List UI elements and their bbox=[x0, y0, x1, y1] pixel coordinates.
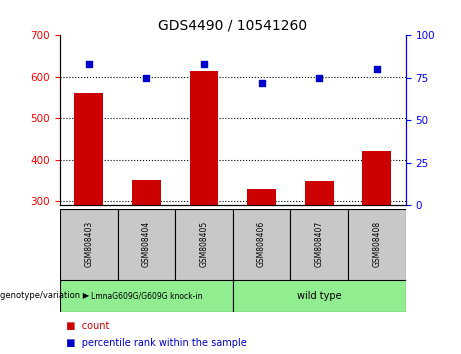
Text: GSM808406: GSM808406 bbox=[257, 221, 266, 267]
Point bbox=[85, 62, 92, 67]
Bar bbox=[233, 280, 406, 312]
Text: GSM808407: GSM808407 bbox=[315, 221, 324, 267]
Bar bbox=[362, 152, 391, 205]
Bar bbox=[118, 209, 175, 280]
Bar bbox=[348, 209, 406, 280]
Bar bbox=[60, 209, 118, 280]
Bar bbox=[60, 280, 233, 312]
Text: GSM808404: GSM808404 bbox=[142, 221, 151, 267]
Bar bbox=[233, 209, 290, 280]
Point bbox=[142, 75, 150, 81]
Bar bbox=[247, 189, 276, 205]
Text: GSM808408: GSM808408 bbox=[372, 221, 381, 267]
Bar bbox=[175, 209, 233, 280]
Bar bbox=[290, 209, 348, 280]
Text: GSM808403: GSM808403 bbox=[84, 221, 93, 267]
Point bbox=[315, 75, 323, 81]
Point bbox=[200, 62, 207, 67]
Text: wild type: wild type bbox=[297, 291, 342, 301]
Text: LmnaG609G/G609G knock-in: LmnaG609G/G609G knock-in bbox=[91, 291, 202, 300]
Bar bbox=[189, 71, 219, 205]
Text: genotype/variation ▶: genotype/variation ▶ bbox=[0, 291, 90, 300]
Text: GSM808405: GSM808405 bbox=[200, 221, 208, 267]
Point bbox=[258, 80, 266, 86]
Title: GDS4490 / 10541260: GDS4490 / 10541260 bbox=[158, 19, 307, 33]
Bar bbox=[305, 181, 334, 205]
Point bbox=[373, 67, 381, 72]
Bar bbox=[74, 93, 103, 205]
Text: ■  percentile rank within the sample: ■ percentile rank within the sample bbox=[60, 338, 247, 348]
Text: ■  count: ■ count bbox=[60, 321, 109, 331]
Bar bbox=[132, 181, 161, 205]
